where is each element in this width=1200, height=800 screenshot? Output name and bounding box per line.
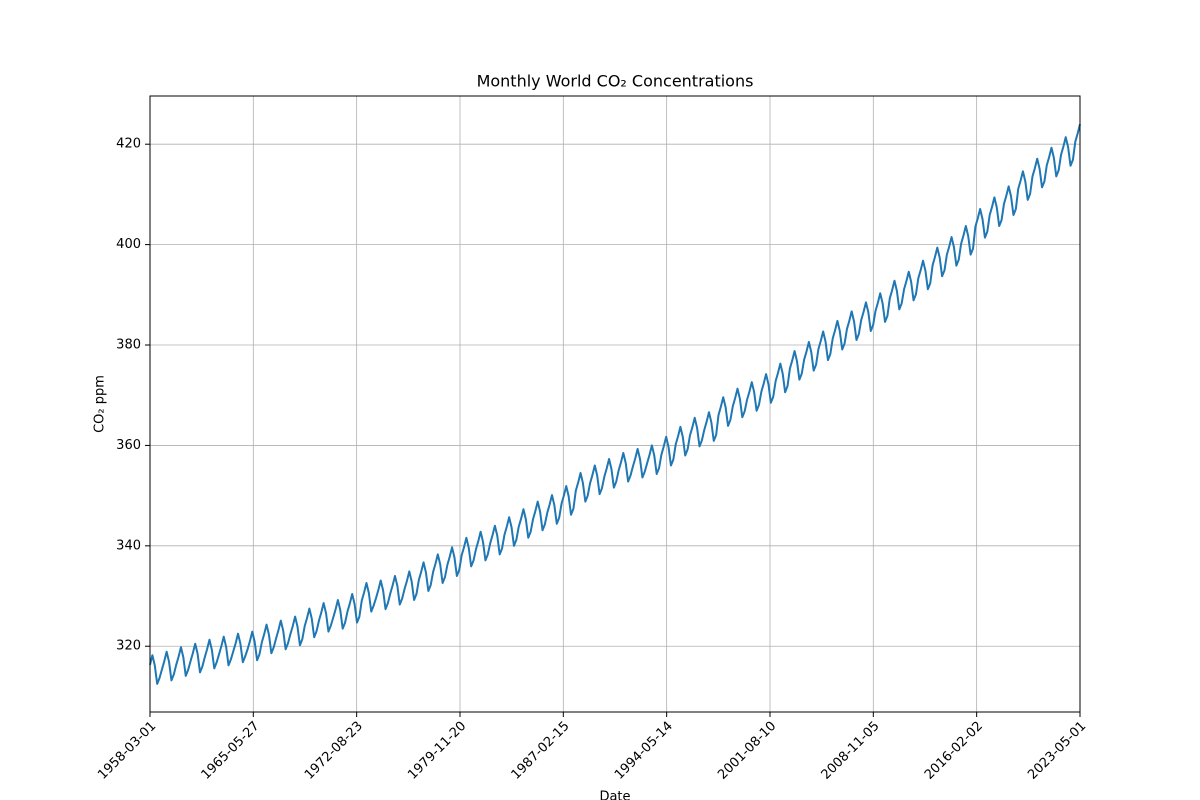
plot-frame — [149, 95, 1081, 713]
y-tick-label: 360 — [116, 438, 141, 453]
y-tick-label: 380 — [116, 338, 141, 353]
y-tick-label: 340 — [116, 538, 141, 553]
chart-title: Monthly World CO₂ Concentrations — [477, 72, 754, 91]
data-line — [149, 123, 1081, 685]
y-tick-label: 320 — [116, 639, 141, 654]
x-axis-label: Date — [599, 790, 630, 800]
y-tick-label: 400 — [116, 237, 141, 252]
y-tick-label: 420 — [116, 137, 141, 152]
y-axis-label: CO₂ ppm — [93, 375, 108, 433]
